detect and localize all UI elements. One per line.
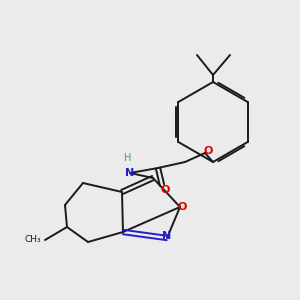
Text: O: O — [160, 185, 170, 195]
Text: O: O — [177, 202, 187, 212]
Text: O: O — [203, 146, 213, 156]
Text: H: H — [124, 153, 132, 163]
Text: N: N — [125, 168, 135, 178]
Text: N: N — [162, 231, 172, 241]
Text: CH₃: CH₃ — [24, 236, 41, 244]
